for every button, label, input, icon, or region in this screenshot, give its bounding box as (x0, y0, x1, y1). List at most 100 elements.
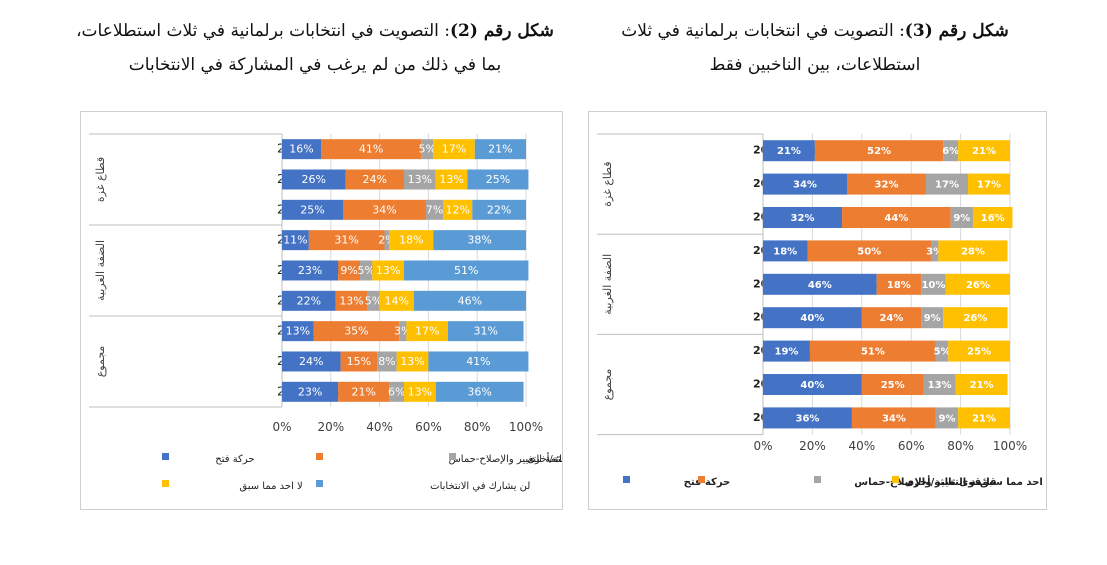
chart3-data-label: 18% (887, 280, 911, 291)
chart2-tick-label: 60% (415, 420, 442, 434)
chart3-bar-segment (923, 374, 956, 395)
chart2-data-label: 21% (352, 385, 376, 398)
chart3-bar-segment (861, 307, 922, 329)
chart3-data-label: 26% (966, 280, 990, 291)
chart3-data-label: 34% (882, 413, 906, 424)
chart3-legend-swatch (698, 476, 705, 483)
chart3-data-label: 40% (800, 380, 824, 391)
chart2-bar-segment (474, 139, 526, 160)
chart2-bar-segment (413, 290, 526, 311)
chart3-bar-segment (968, 173, 1010, 195)
chart3-bar-segment (943, 307, 1008, 329)
chart2-bar-segment (343, 199, 426, 220)
chart2-data-label: 8% (378, 355, 395, 368)
chart3-data-label: 32% (875, 180, 899, 191)
chart3-tick-label: 60% (898, 439, 925, 453)
chart2-bar-segment (282, 290, 336, 311)
chart3-data-label: 50% (857, 246, 881, 257)
chart2-group-label: قطاع غزة (94, 157, 107, 202)
chart3-bar-segment (842, 207, 951, 228)
chart3-bar-segment (851, 407, 936, 429)
chart3-data-label: 17% (935, 180, 959, 191)
chart2-bar-segment (367, 290, 380, 311)
chart3-data-label: 44% (884, 213, 908, 224)
chart3-tick-label: 100% (993, 439, 1027, 453)
chart3-legend-swatch (892, 476, 899, 483)
chart2-data-label: 17% (442, 143, 466, 156)
chart3-bar-segment (763, 340, 810, 362)
chart3-tick-label: 80% (947, 439, 974, 453)
chart3-group-label: قطاع غزة (601, 161, 614, 206)
chart2-bar-segment (308, 230, 385, 251)
figure3-title-rest: : التصويت في انتخابات برلمانية في ثلاث (621, 21, 905, 41)
chart2-data-label: 13% (439, 173, 463, 186)
chart3-bar-segment (958, 140, 1010, 162)
chart2-data-label: 15% (347, 355, 371, 368)
chart3-data-label: 13% (928, 380, 952, 391)
chart2-bar-segment (377, 351, 397, 372)
chart2-legend-swatch (162, 453, 169, 460)
chart2-bar-segment (282, 169, 346, 190)
chart3-panel: 0%20%40%60%80%100%قطاع غزةديسمبر 2023الب… (588, 111, 1054, 510)
chart2-bar-segment (396, 351, 429, 372)
chart3-bar-segment (921, 307, 944, 329)
chart2-data-label: 7% (426, 203, 443, 216)
chart2-data-label: 24% (362, 173, 386, 186)
chart3-data-label: 26% (963, 313, 987, 324)
chart2-data-label: 6% (388, 385, 405, 398)
chart2-data-label: 23% (298, 264, 322, 277)
chart2-bar-segment (282, 199, 343, 220)
chart2-tick-label: 40% (366, 420, 393, 434)
chart2-bar-segment (406, 321, 448, 342)
chart2-data-label: 25% (486, 173, 510, 186)
chart2-bar-segment (379, 290, 414, 311)
chart2-data-label: 23% (298, 385, 322, 398)
chart3-bar-segment (763, 240, 808, 262)
chart2-data-label: 22% (297, 294, 321, 307)
chart3-group-label: مجموع (601, 369, 614, 401)
chart2-tick-label: 80% (464, 420, 491, 434)
chart2-data-label: 5% (357, 264, 374, 277)
chart2-bar-segment (389, 381, 404, 402)
chart2-legend-label: قائمة التغيير والإصلاح-حماس (449, 454, 562, 465)
chart2-bar-segment (435, 381, 524, 402)
chart2-data-label: 41% (359, 143, 383, 156)
chart3-bar-segment (955, 374, 1008, 395)
chart3-bar-segment (763, 307, 862, 329)
chart3-data-label: 36% (795, 413, 819, 424)
chart3-bar-segment (943, 140, 959, 162)
chart2-data-label: 16% (289, 143, 313, 156)
chart3-tick-label: 40% (848, 439, 875, 453)
chart2-bar-segment (282, 381, 339, 402)
chart2-bar-segment (340, 351, 378, 372)
chart2-bar-segment (472, 199, 526, 220)
chart2-data-label: 13% (339, 294, 363, 307)
chart2-data-label: 13% (408, 385, 432, 398)
figure2-title-line2: بما في ذلك من لم يرغب في المشاركة في الا… (128, 55, 502, 75)
chart2-legend-swatch (316, 480, 323, 487)
chart2-data-label: 26% (301, 173, 325, 186)
chart3-data-label: 52% (867, 146, 891, 157)
chart2-data-label: 34% (372, 203, 396, 216)
chart3-bar-segment (814, 140, 944, 162)
chart2-data-label: 21% (488, 143, 512, 156)
chart3-data-label: 24% (879, 313, 903, 324)
chart2-data-label: 46% (458, 294, 482, 307)
chart2-bar-segment (399, 321, 407, 342)
chart3-tick-label: 20% (799, 439, 826, 453)
chart2-data-label: 31% (474, 325, 498, 338)
chart2-bar-segment (282, 139, 322, 160)
figure3-title-line2: استطلاعات، بين الناخبين فقط (709, 55, 921, 75)
chart2-bar-segment (433, 139, 475, 160)
chart3-data-label: 16% (981, 213, 1005, 224)
chart3-legend-label: حركة فتح (684, 477, 731, 488)
chart2-data-label: 35% (344, 325, 368, 338)
chart2-group-label: الضفة الغربية (94, 240, 107, 301)
chart2-bar-segment (443, 199, 473, 220)
chart3-svg: 0%20%40%60%80%100%قطاع غزةديسمبر 2023الب… (597, 133, 1054, 488)
chart3-bar-segment (763, 374, 862, 395)
chart2-data-label: 25% (300, 203, 324, 216)
chart3-bar-segment (763, 140, 815, 162)
chart2-legend-label: حركة فتح (215, 454, 254, 465)
chart2-bar-segment (360, 260, 373, 281)
